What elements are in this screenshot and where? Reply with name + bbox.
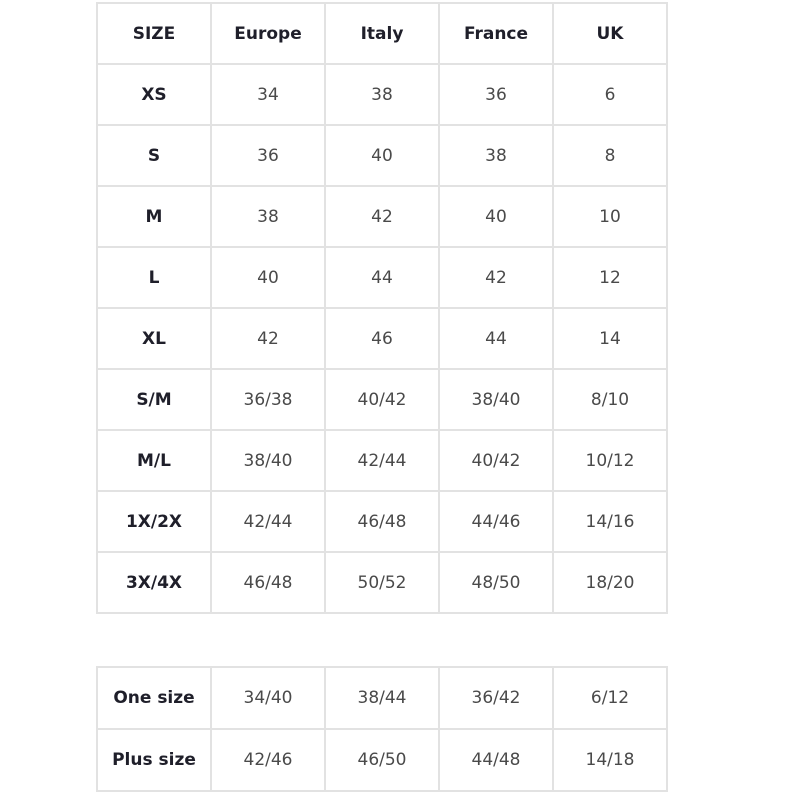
size-label-cell: 1X/2X: [96, 490, 212, 553]
size-value-cell: 36/42: [438, 666, 554, 730]
table-row: 1X/2X 42/44 46/48 44/46 14/16: [96, 490, 668, 553]
size-value-cell: 44/46: [438, 490, 554, 553]
size-value-cell: 36: [438, 63, 554, 126]
size-value-cell: 14/16: [552, 490, 668, 553]
size-value-cell: 46/48: [210, 551, 326, 614]
size-value-cell: 38: [324, 63, 440, 126]
column-header: Italy: [324, 2, 440, 65]
table-row: 3X/4X 46/48 50/52 48/50 18/20: [96, 551, 668, 614]
size-value-cell: 42/46: [210, 728, 326, 792]
column-header: SIZE: [96, 2, 212, 65]
table-row: Plus size 42/46 46/50 44/48 14/18: [96, 728, 668, 792]
size-label-cell: M: [96, 185, 212, 248]
column-header: Europe: [210, 2, 326, 65]
size-label-cell: One size: [96, 666, 212, 730]
size-value-cell: 36/38: [210, 368, 326, 431]
table-row: One size 34/40 38/44 36/42 6/12: [96, 666, 668, 730]
size-value-cell: 6/12: [552, 666, 668, 730]
size-chart-table: SIZE Europe Italy France UK XS 34 38 36 6 S 36 40 38…: [96, 2, 668, 614]
size-value-cell: 38: [438, 124, 554, 187]
size-value-cell: 10: [552, 185, 668, 248]
size-label-cell: S/M: [96, 368, 212, 431]
table-row: S 36 40 38 8: [96, 124, 668, 187]
size-value-cell: 40: [324, 124, 440, 187]
size-value-cell: 38/40: [438, 368, 554, 431]
special-sizes-table: One size 34/40 38/44 36/42 6/12 Plus size 42/4…: [96, 666, 668, 792]
size-value-cell: 14: [552, 307, 668, 370]
size-label-cell: 3X/4X: [96, 551, 212, 614]
size-value-cell: 50/52: [324, 551, 440, 614]
size-label-cell: XL: [96, 307, 212, 370]
size-value-cell: 40: [210, 246, 326, 309]
size-label-cell: M/L: [96, 429, 212, 492]
size-value-cell: 42/44: [324, 429, 440, 492]
size-value-cell: 42: [438, 246, 554, 309]
size-value-cell: 18/20: [552, 551, 668, 614]
size-label-cell: Plus size: [96, 728, 212, 792]
size-value-cell: 12: [552, 246, 668, 309]
size-value-cell: 6: [552, 63, 668, 126]
size-value-cell: 38: [210, 185, 326, 248]
column-header: UK: [552, 2, 668, 65]
size-value-cell: 42/44: [210, 490, 326, 553]
size-value-cell: 46: [324, 307, 440, 370]
size-value-cell: 40/42: [438, 429, 554, 492]
header-row: SIZE Europe Italy France UK: [96, 2, 668, 65]
size-label-cell: S: [96, 124, 212, 187]
table-row: XS 34 38 36 6: [96, 63, 668, 126]
size-label-cell: L: [96, 246, 212, 309]
size-value-cell: 36: [210, 124, 326, 187]
size-value-cell: 8: [552, 124, 668, 187]
size-value-cell: 10/12: [552, 429, 668, 492]
size-value-cell: 14/18: [552, 728, 668, 792]
size-value-cell: 8/10: [552, 368, 668, 431]
table-row: M/L 38/40 42/44 40/42 10/12: [96, 429, 668, 492]
size-value-cell: 40: [438, 185, 554, 248]
table-row: XL 42 46 44 14: [96, 307, 668, 370]
size-value-cell: 48/50: [438, 551, 554, 614]
size-value-cell: 44: [324, 246, 440, 309]
size-value-cell: 42: [210, 307, 326, 370]
table-row: L 40 44 42 12: [96, 246, 668, 309]
size-value-cell: 38/40: [210, 429, 326, 492]
size-value-cell: 44/48: [438, 728, 554, 792]
size-value-cell: 46/48: [324, 490, 440, 553]
size-value-cell: 42: [324, 185, 440, 248]
column-header: France: [438, 2, 554, 65]
size-value-cell: 38/44: [324, 666, 440, 730]
size-value-cell: 34/40: [210, 666, 326, 730]
table-row: M 38 42 40 10: [96, 185, 668, 248]
size-label-cell: XS: [96, 63, 212, 126]
size-value-cell: 46/50: [324, 728, 440, 792]
size-value-cell: 44: [438, 307, 554, 370]
size-value-cell: 34: [210, 63, 326, 126]
table-row: S/M 36/38 40/42 38/40 8/10: [96, 368, 668, 431]
size-value-cell: 40/42: [324, 368, 440, 431]
